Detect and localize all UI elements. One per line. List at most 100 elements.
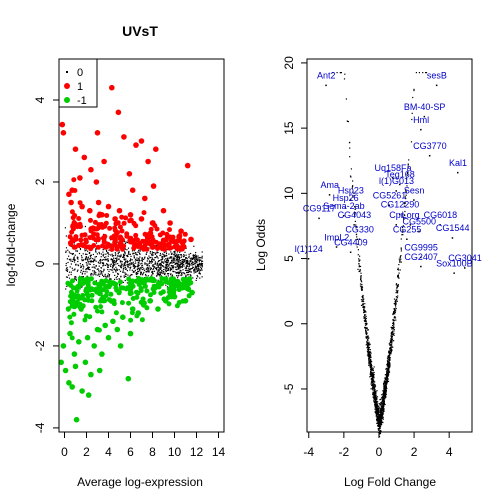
volcano-point bbox=[401, 234, 403, 236]
volcano-point bbox=[398, 258, 400, 260]
volcano-point bbox=[402, 216, 405, 218]
volcano-point bbox=[374, 404, 376, 406]
ma-point-neg1 bbox=[65, 306, 71, 312]
ma-point-0 bbox=[173, 251, 175, 253]
ma-point-0 bbox=[124, 264, 127, 266]
ma-point-0 bbox=[85, 258, 87, 260]
ma-point-0 bbox=[189, 260, 191, 262]
volcano-point bbox=[387, 369, 389, 371]
ma-point-1 bbox=[82, 232, 88, 238]
ma-point-0 bbox=[133, 267, 135, 269]
volcano-point bbox=[374, 384, 376, 386]
ma-point-neg1 bbox=[104, 289, 110, 294]
ma-point-0 bbox=[91, 260, 93, 263]
volcano-point bbox=[383, 405, 385, 407]
volcano-point bbox=[364, 303, 366, 305]
ma-point-0 bbox=[149, 256, 152, 259]
ma-point-0 bbox=[141, 264, 144, 266]
ma-point-0 bbox=[182, 260, 184, 262]
ma-point-neg1 bbox=[73, 416, 80, 423]
ma-point-0 bbox=[189, 260, 191, 262]
ma-point-0 bbox=[111, 259, 114, 261]
ma-point-0 bbox=[142, 266, 144, 268]
ma-point-0 bbox=[82, 270, 84, 272]
volcano-point bbox=[396, 291, 398, 293]
ma-point-1 bbox=[124, 233, 130, 239]
ma-point-0 bbox=[166, 255, 168, 257]
ma-point-0 bbox=[107, 252, 109, 254]
ma-point-0 bbox=[70, 271, 72, 273]
volcano-point bbox=[358, 258, 360, 260]
volcano-point bbox=[383, 382, 386, 384]
ma-point-1 bbox=[76, 216, 82, 221]
ma-point-0 bbox=[173, 259, 175, 261]
ma-point-neg1 bbox=[82, 297, 88, 303]
volcano-point bbox=[365, 320, 367, 322]
ma-point-0 bbox=[138, 270, 140, 272]
ma-point-neg1 bbox=[71, 311, 77, 317]
volcano-point bbox=[358, 259, 360, 261]
ma-point-0 bbox=[185, 262, 187, 264]
ma-point-0 bbox=[85, 262, 87, 264]
volcano-point bbox=[376, 422, 378, 424]
ma-point-0 bbox=[190, 271, 192, 273]
ma-point-0 bbox=[80, 266, 82, 268]
volcano-point bbox=[355, 224, 357, 226]
ma-point-0 bbox=[148, 265, 150, 267]
volcano-point bbox=[394, 317, 397, 319]
volcano-point bbox=[400, 258, 402, 260]
ma-point-0 bbox=[89, 258, 91, 260]
ma-point-0 bbox=[193, 263, 196, 265]
ma-point-0 bbox=[179, 263, 182, 265]
ma-point-0 bbox=[176, 275, 178, 277]
volcano-point bbox=[384, 381, 386, 383]
ma-point-0 bbox=[113, 263, 115, 265]
volcano-point bbox=[383, 390, 385, 392]
volcano-point bbox=[387, 370, 389, 372]
ma-point-0 bbox=[189, 268, 192, 270]
volcano-point bbox=[381, 412, 383, 414]
ma-point-0 bbox=[144, 256, 146, 258]
ma-point-0 bbox=[176, 255, 178, 257]
volcano-point bbox=[396, 300, 398, 302]
ma-point-0 bbox=[188, 267, 190, 269]
ma-point-0 bbox=[173, 252, 175, 254]
ma-point-0 bbox=[66, 267, 68, 269]
ma-point-0 bbox=[163, 251, 165, 254]
volcano-point bbox=[383, 403, 385, 405]
volcano-point bbox=[384, 380, 386, 382]
ma-point-0 bbox=[163, 255, 166, 257]
ma-point-neg1 bbox=[106, 297, 112, 303]
ma-point-0 bbox=[186, 262, 188, 264]
volcano-point bbox=[380, 407, 382, 409]
ma-point-0 bbox=[94, 258, 96, 260]
volcano-point bbox=[371, 367, 373, 369]
volcano-point bbox=[363, 309, 365, 312]
volcano-point bbox=[380, 417, 382, 419]
ma-point-0 bbox=[141, 258, 143, 260]
ma-point-0 bbox=[96, 253, 98, 255]
ma-point-0 bbox=[141, 262, 143, 264]
ma-point-0 bbox=[126, 249, 128, 251]
ma-point-neg1 bbox=[91, 343, 97, 349]
ma-point-0 bbox=[87, 256, 89, 258]
volcano-point bbox=[354, 208, 356, 210]
volcano-point bbox=[372, 384, 374, 387]
volcano-point bbox=[365, 329, 367, 331]
ma-point-0 bbox=[124, 279, 126, 282]
volcano-point bbox=[374, 408, 376, 410]
volcano-point bbox=[393, 323, 395, 325]
volcano-point bbox=[376, 407, 378, 409]
ma-point-0 bbox=[170, 274, 172, 276]
volcano-point bbox=[387, 370, 389, 372]
ma-point-0 bbox=[72, 269, 74, 271]
volcano-point bbox=[358, 263, 360, 265]
volcano-point bbox=[351, 185, 354, 188]
ma-point-0 bbox=[100, 272, 102, 274]
ma-point-0 bbox=[157, 251, 159, 254]
volcano-point bbox=[390, 351, 392, 353]
ma-point-0 bbox=[146, 252, 148, 254]
ma-point-0 bbox=[138, 258, 140, 260]
ma-point-neg1 bbox=[118, 285, 124, 291]
ma-point-0 bbox=[88, 266, 90, 269]
